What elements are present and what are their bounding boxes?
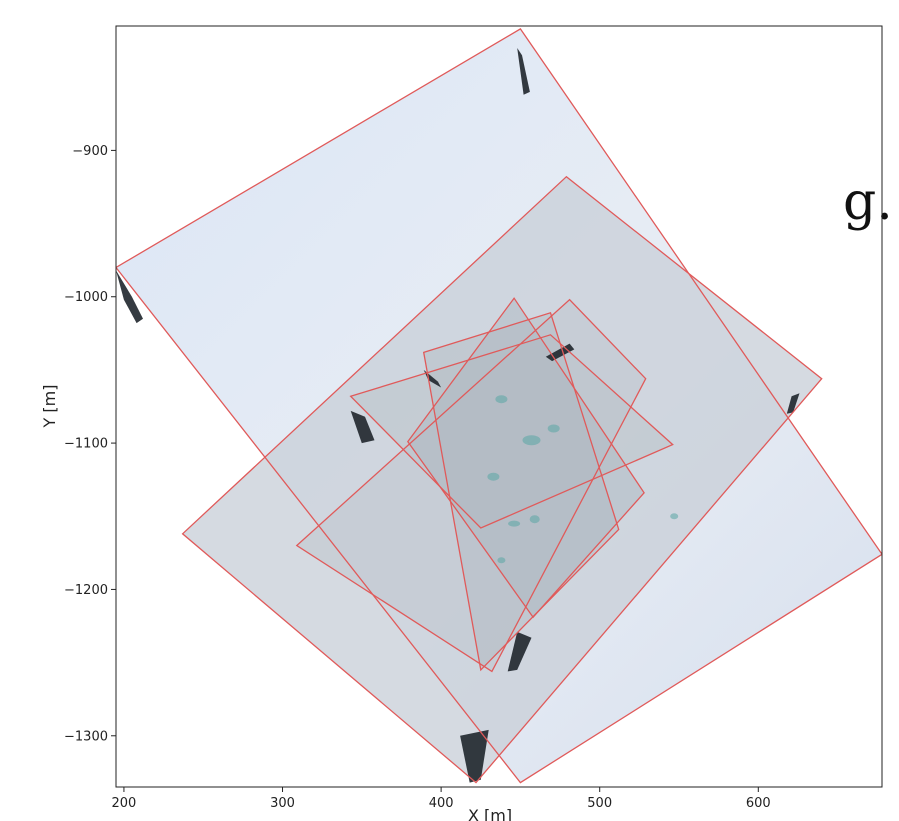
x-tick-label-300: 300 (270, 796, 295, 811)
footprint-outlines (116, 28, 882, 784)
x-tick-label-600: 600 (746, 796, 771, 811)
footprint-outline-3 (295, 298, 647, 673)
y-tick-label--1000: −1000 (64, 290, 108, 305)
page-text-fragment: g. (843, 172, 893, 232)
melt-pond-7 (497, 557, 506, 564)
plot-area (115, 25, 883, 788)
melt-pond-2 (522, 435, 541, 446)
melt-pond-4 (487, 472, 500, 481)
footprint-outline-1 (116, 28, 882, 784)
image-footprint-6 (407, 298, 645, 618)
imagery-layer (116, 28, 882, 783)
y-tick-label--1100: −1100 (64, 437, 108, 452)
footprint-outline-5 (422, 311, 620, 672)
y-tick-label--1300: −1300 (64, 729, 108, 744)
x-tick-label-400: 400 (429, 796, 454, 811)
footprint-outline-6 (406, 297, 645, 619)
open-water-lead-5 (507, 631, 532, 672)
x-tick-label-500: 500 (587, 796, 612, 811)
open-water-lead-2 (350, 410, 375, 444)
y-axis-label: Y [m] (40, 385, 59, 429)
x-tick-label-200: 200 (112, 796, 137, 811)
open-water-lead-8 (517, 48, 530, 95)
melt-pond-1 (495, 395, 508, 404)
y-tick-label--900: −900 (72, 144, 108, 159)
x-axis-label: X [m] (468, 806, 512, 821)
melt-pond-3 (547, 424, 560, 433)
melt-pond-8 (670, 513, 679, 520)
open-water-lead-1 (116, 270, 143, 324)
plot-frame (115, 25, 883, 788)
y-axis: −900 −1000 −1100 −1200 −1300 (64, 144, 116, 744)
x-axis: 200 300 400 500 600 (112, 787, 771, 811)
melt-pond-5 (508, 520, 521, 527)
footprint-outline-2 (181, 175, 823, 784)
open-water-lead-4 (460, 729, 489, 783)
open-water-lead-7 (786, 393, 800, 414)
melt-pond-6 (529, 515, 540, 524)
y-tick-label--1200: −1200 (64, 583, 108, 598)
